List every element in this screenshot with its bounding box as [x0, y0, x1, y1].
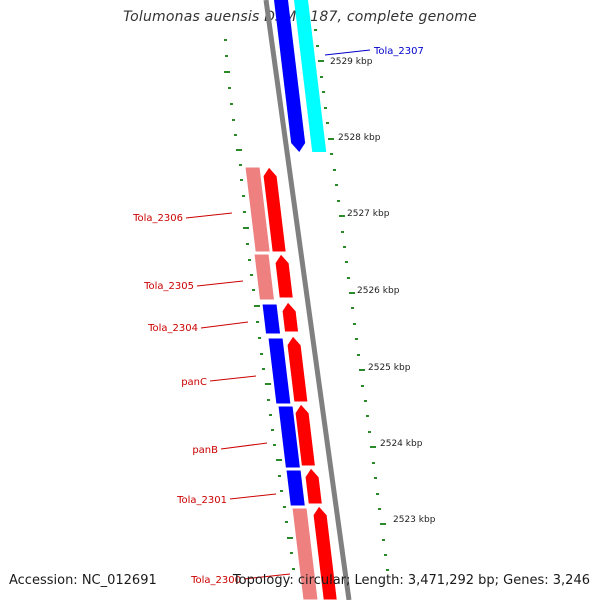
- inner-cds-band: [291, 507, 319, 600]
- gene-leader-line: [185, 212, 233, 219]
- reverse-cds-arrow: [274, 0, 306, 152]
- inner-cds-band: [267, 337, 292, 405]
- gene-leader-line: [209, 375, 257, 382]
- gene-leader-line: [229, 493, 277, 500]
- forward-cds-arrow: [304, 467, 323, 505]
- forward-cds-arrow: [294, 403, 317, 467]
- inner-cds-band: [253, 253, 276, 301]
- accession-text: Accession: NC_012691: [9, 573, 157, 588]
- gene-leader-line: [196, 280, 244, 287]
- forward-cds-arrow: [262, 166, 287, 253]
- scale-label: 2527 kbp: [347, 209, 390, 219]
- forward-cds-arrow: [274, 253, 294, 299]
- gene-label: Tola_2305: [143, 281, 194, 292]
- gene-leader-line: [200, 321, 249, 329]
- scale-label: 2528 kbp: [338, 133, 381, 143]
- forward-cds-arrow: [286, 335, 309, 403]
- scale-label: 2524 kbp: [380, 439, 423, 449]
- topology-text: Topology: circular; Length: 3,471,292 bp…: [232, 573, 590, 588]
- reverse-cds-band: [294, 0, 327, 152]
- gene-label: panC: [181, 377, 207, 388]
- forward-cds-arrow: [312, 505, 338, 600]
- backbone-line: [263, 0, 352, 600]
- gene-label: Tola_2304: [147, 323, 198, 334]
- scale-label: 2523 kbp: [393, 515, 436, 525]
- forward-cds-arrow: [281, 301, 300, 333]
- gene-label: Tola_2307: [373, 46, 424, 57]
- inner-cds-band: [285, 469, 306, 507]
- gene-leader-line: [220, 442, 268, 450]
- gene-label: Tola_2301: [176, 495, 227, 506]
- scale-label: 2529 kbp: [330, 57, 373, 67]
- gene-label: panB: [192, 445, 218, 456]
- gene-leader-line: [324, 49, 371, 56]
- gene-leader-line: [243, 573, 291, 580]
- inner-cds-band: [277, 405, 302, 469]
- scale-label: 2525 kbp: [368, 363, 411, 373]
- gene-label: Tola_2300: [190, 575, 241, 586]
- gene-label: Tola_2306: [132, 213, 183, 224]
- inner-cds-band: [244, 166, 271, 253]
- scale-label: 2526 kbp: [357, 286, 400, 296]
- inner-cds-band: [261, 303, 282, 335]
